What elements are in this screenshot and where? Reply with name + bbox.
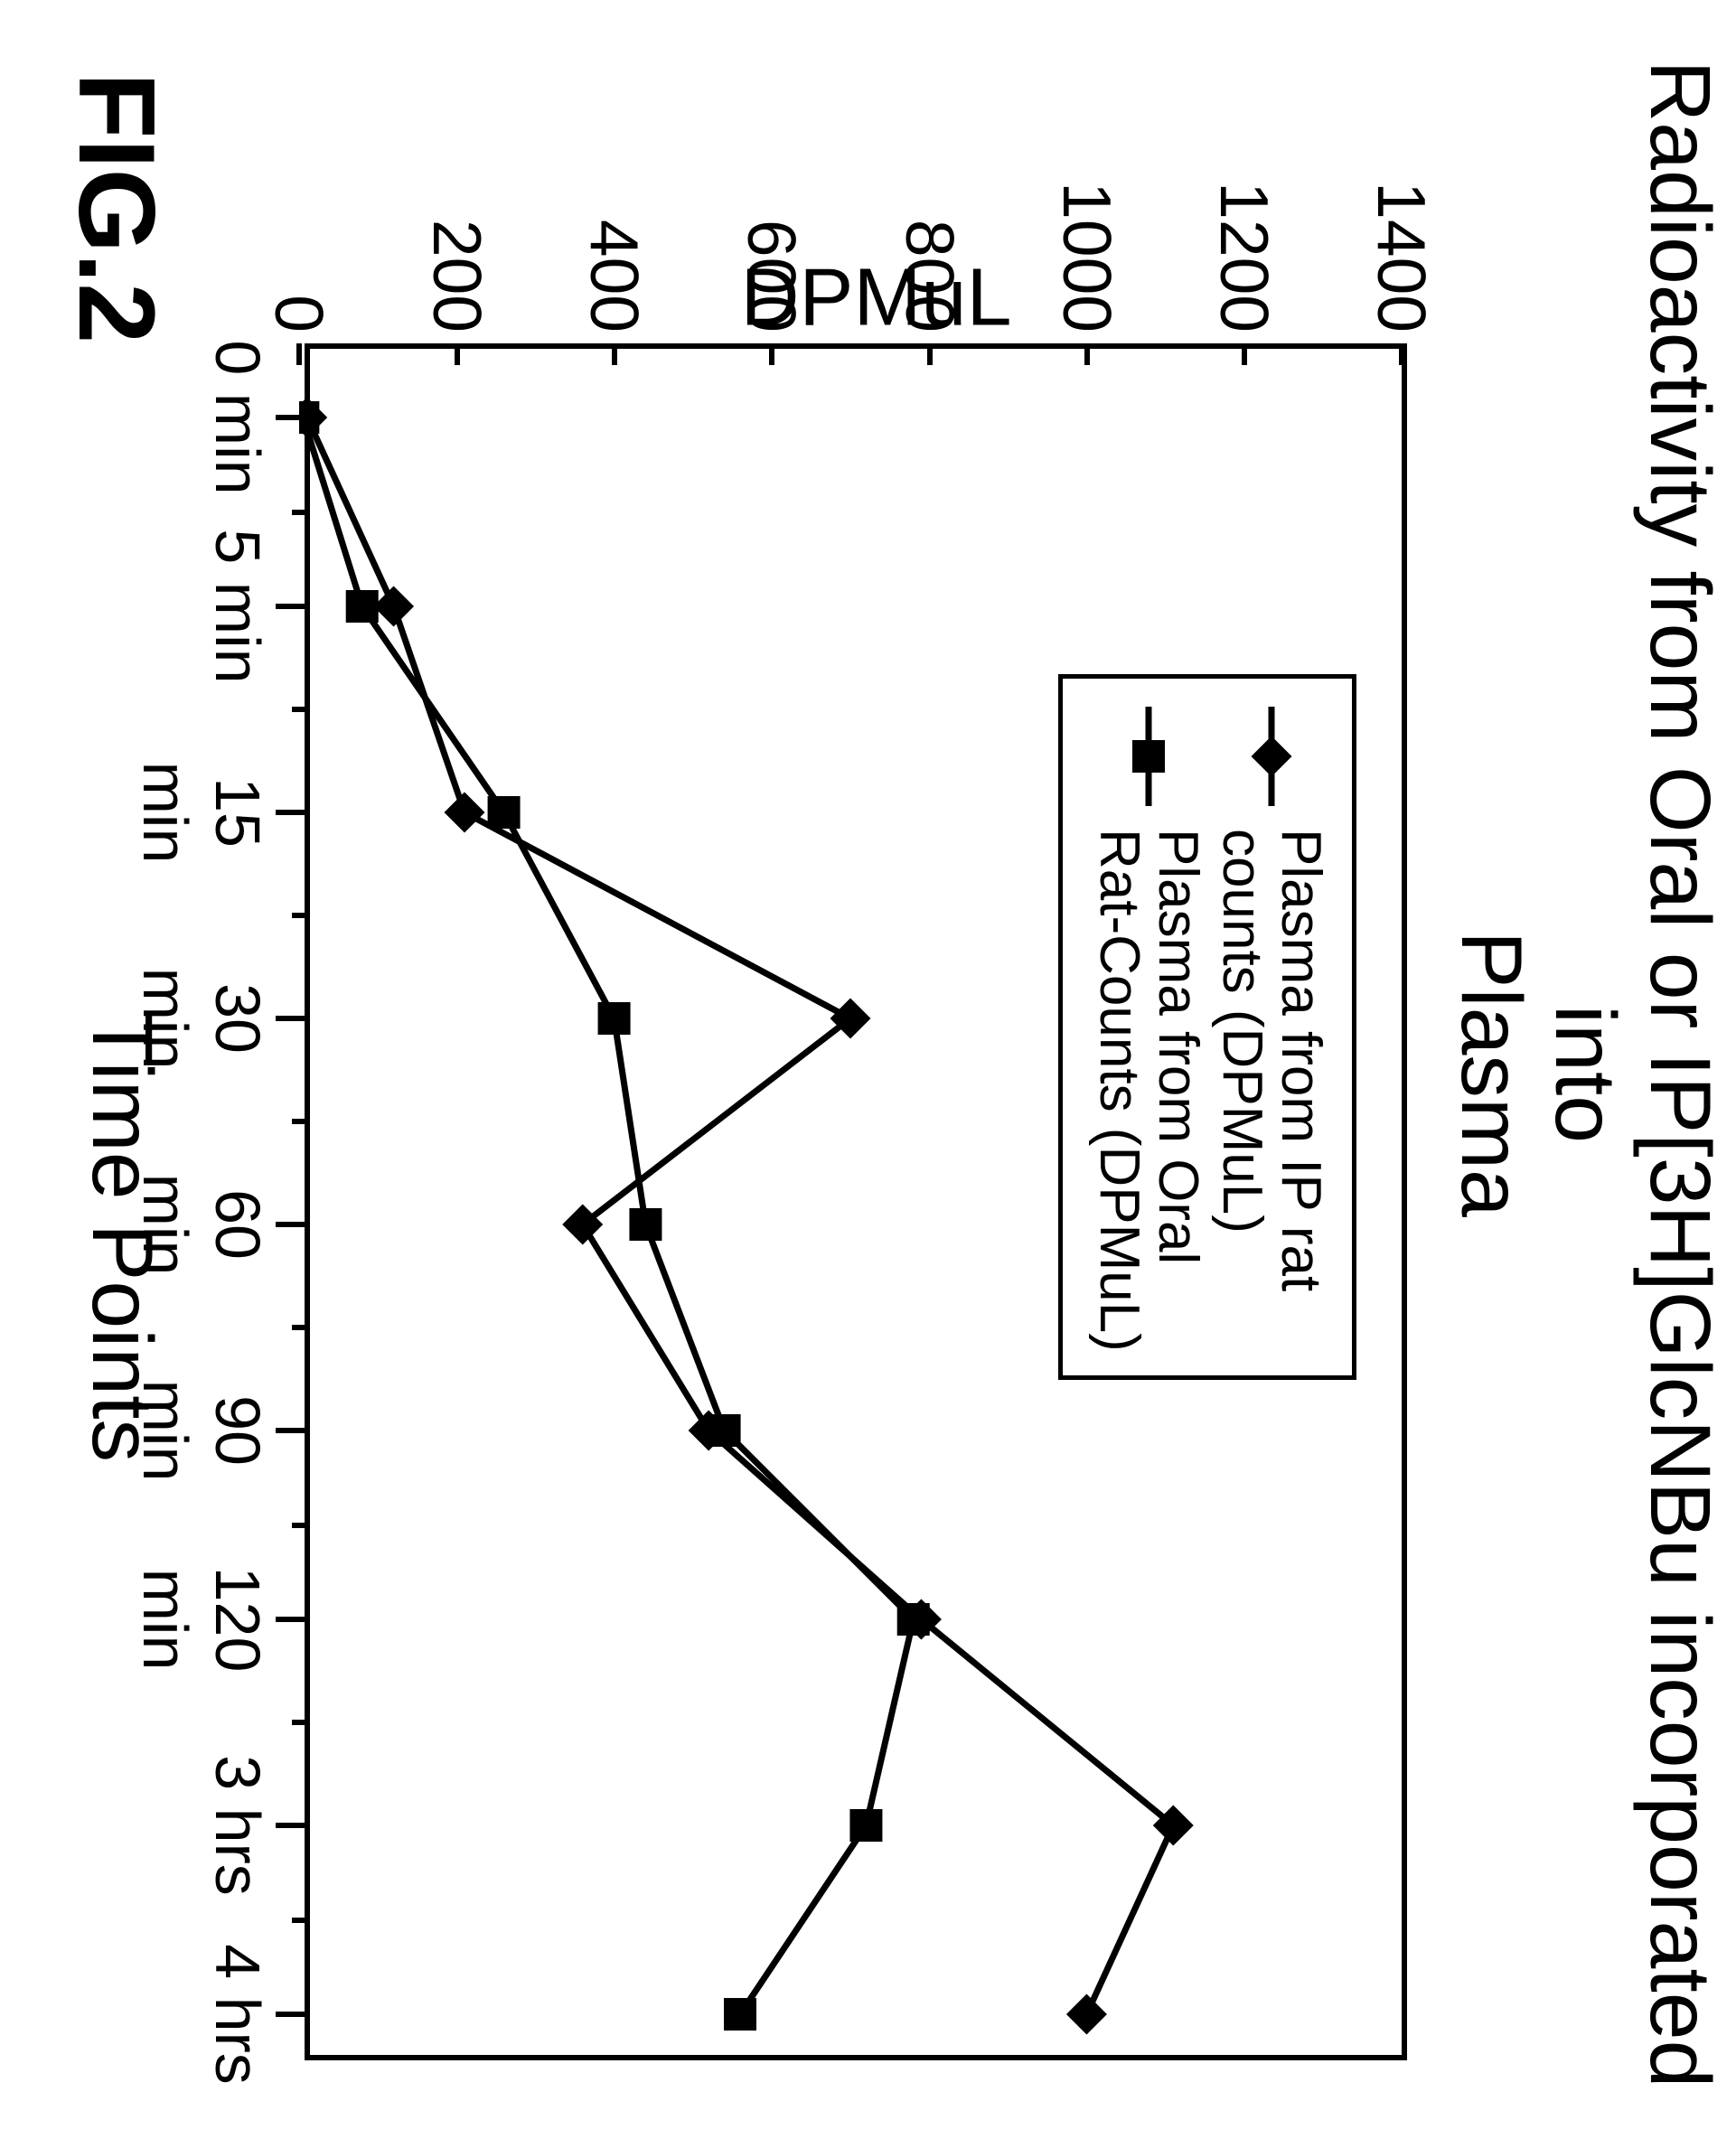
ytick-label: 400 xyxy=(576,220,653,349)
xtick-minor xyxy=(293,1119,311,1124)
xtick-minor xyxy=(293,1720,311,1725)
ytick-mark xyxy=(1242,343,1247,365)
ytick-label: 800 xyxy=(891,220,969,349)
ytick-mark xyxy=(1400,343,1405,365)
marker-square xyxy=(630,1208,662,1241)
series-line xyxy=(307,417,1174,2014)
ytick-mark xyxy=(612,343,617,365)
chart-title: Radioactivity from Oral or IP[3H]GlcNBu … xyxy=(1444,0,1728,2148)
legend-label-line1: Plasma from IP rat xyxy=(1272,829,1330,1291)
xtick-minor xyxy=(293,913,311,918)
marker-square xyxy=(1132,740,1165,773)
ytick-mark xyxy=(297,343,303,365)
chart-title-line2: Plasma xyxy=(1444,0,1539,2148)
xtick-label-unit: min xyxy=(130,1569,202,1671)
chart-title-line1: Radioactivity from Oral or IP[3H]GlcNBu … xyxy=(1538,0,1727,2148)
xtick-major xyxy=(277,604,311,609)
legend-label: Plasma from IP ratcounts (DPMuL) xyxy=(1213,829,1330,1291)
ytick-mark xyxy=(927,343,933,365)
marker-square xyxy=(725,1998,757,2031)
xtick-label: 3 hrs xyxy=(202,1755,275,1896)
marker-square xyxy=(897,1603,930,1636)
ytick-label: 200 xyxy=(418,220,496,349)
ytick-label: 1400 xyxy=(1364,182,1441,349)
ytick-label: 600 xyxy=(733,220,811,349)
marker-square xyxy=(850,1809,883,1842)
marker-diamond xyxy=(374,586,415,627)
marker-diamond xyxy=(1066,1994,1107,2035)
xtick-major xyxy=(277,1222,311,1227)
legend-label-line2: counts (DPMuL) xyxy=(1213,829,1272,1291)
xtick-minor xyxy=(293,1918,311,1923)
series-line xyxy=(304,417,914,2014)
xtick-major xyxy=(277,1823,311,1828)
marker-square xyxy=(598,1002,631,1035)
marker-square xyxy=(346,590,379,623)
legend-square-icon xyxy=(1121,702,1176,811)
xtick-major xyxy=(277,1617,311,1622)
xtick-major xyxy=(277,1428,311,1433)
xtick-minor xyxy=(293,707,311,712)
x-axis-label: Time Points xyxy=(72,1012,171,1462)
legend-label-line1: Plasma from Oral xyxy=(1149,829,1207,1352)
xtick-label: 30 xyxy=(202,983,275,1054)
legend-item: Plasma from OralRat-Counts (DPMuL) xyxy=(1090,702,1207,1352)
legend-label: Plasma from OralRat-Counts (DPMuL) xyxy=(1090,829,1207,1352)
xtick-major xyxy=(277,2012,311,2017)
xtick-minor xyxy=(293,510,311,515)
plot-area: Plasma from IP ratcounts (DPMuL)Plasma f… xyxy=(305,343,1408,2060)
ytick-label: 1200 xyxy=(1206,182,1283,349)
xtick-minor xyxy=(293,1325,311,1330)
legend-diamond-icon xyxy=(1244,702,1299,811)
legend-label-line2: Rat-Counts (DPMuL) xyxy=(1090,829,1149,1352)
xtick-major xyxy=(277,415,311,420)
ytick-label: 1000 xyxy=(1048,182,1126,349)
marker-square xyxy=(488,796,521,829)
xtick-label: 5 min xyxy=(202,529,275,683)
marker-diamond xyxy=(445,793,485,833)
ytick-mark xyxy=(769,343,774,365)
landscape-container: Radioactivity from Oral or IP[3H]GlcNBu … xyxy=(0,0,1736,2148)
legend-box: Plasma from IP ratcounts (DPMuL)Plasma f… xyxy=(1058,674,1356,1380)
xtick-label-unit: min xyxy=(130,762,202,864)
xtick-label: 4 hrs xyxy=(202,1944,275,2085)
xtick-major xyxy=(277,1016,311,1021)
figure-label: FIG.2 xyxy=(54,72,179,343)
xtick-label: 0 min xyxy=(202,340,275,494)
xtick-minor xyxy=(293,1523,311,1528)
ytick-mark xyxy=(455,343,460,365)
xtick-label: 15 xyxy=(202,777,275,848)
legend-item: Plasma from IP ratcounts (DPMuL) xyxy=(1213,702,1330,1352)
xtick-label: 120 xyxy=(202,1567,275,1673)
marker-square xyxy=(708,1414,741,1447)
ytick-mark xyxy=(1084,343,1090,365)
xtick-label: 60 xyxy=(202,1189,275,1260)
xtick-major xyxy=(277,810,311,815)
xtick-label: 90 xyxy=(202,1395,275,1466)
marker-diamond xyxy=(1252,736,1292,777)
